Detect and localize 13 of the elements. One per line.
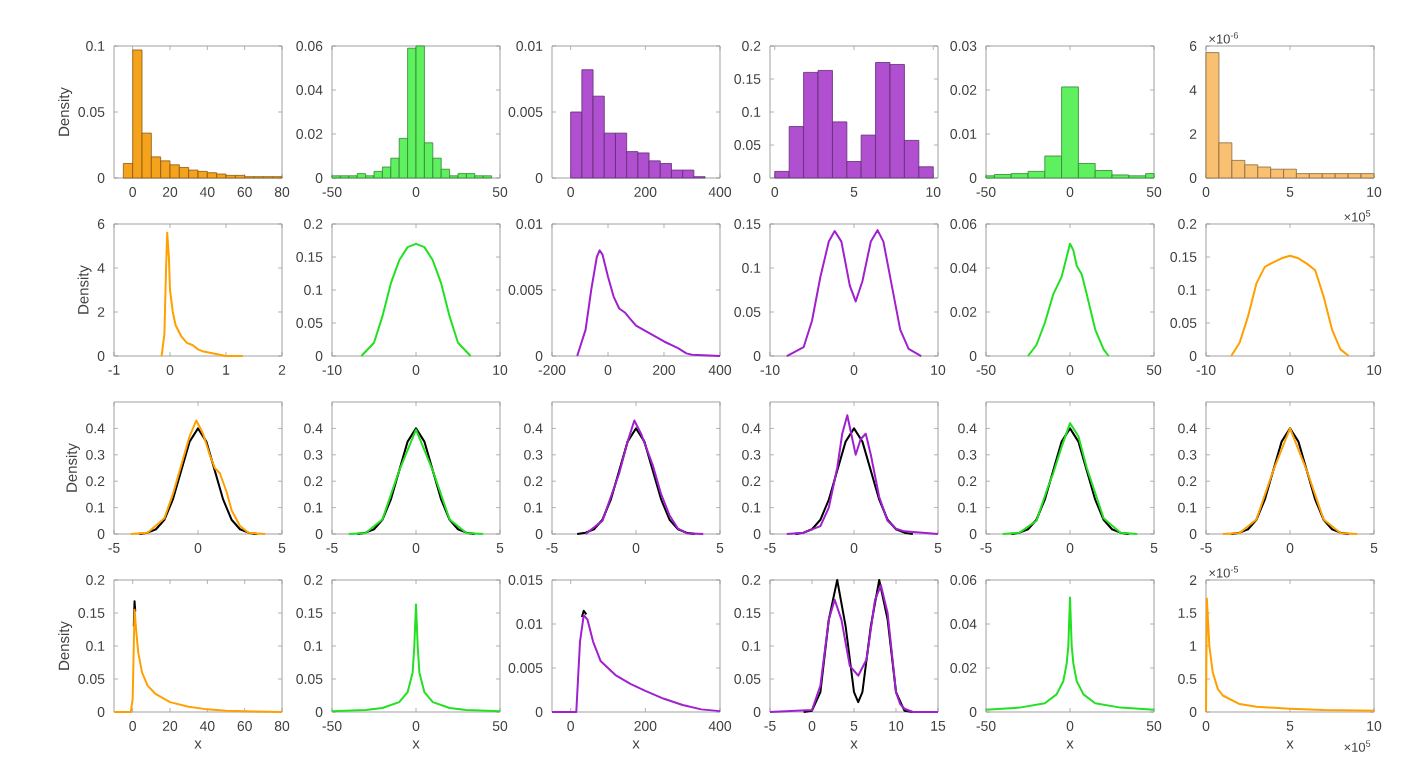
line-series	[1205, 597, 1376, 714]
line-series	[802, 579, 914, 714]
line-series	[113, 608, 284, 714]
line-series	[360, 242, 472, 358]
line-series	[331, 603, 502, 713]
line-series	[1027, 242, 1110, 358]
line-series	[769, 584, 940, 714]
line-series	[794, 427, 914, 536]
line-series	[1230, 254, 1350, 358]
line-series	[785, 229, 923, 358]
line-series	[785, 414, 940, 536]
line-series	[985, 596, 1156, 711]
line-series	[551, 614, 722, 714]
